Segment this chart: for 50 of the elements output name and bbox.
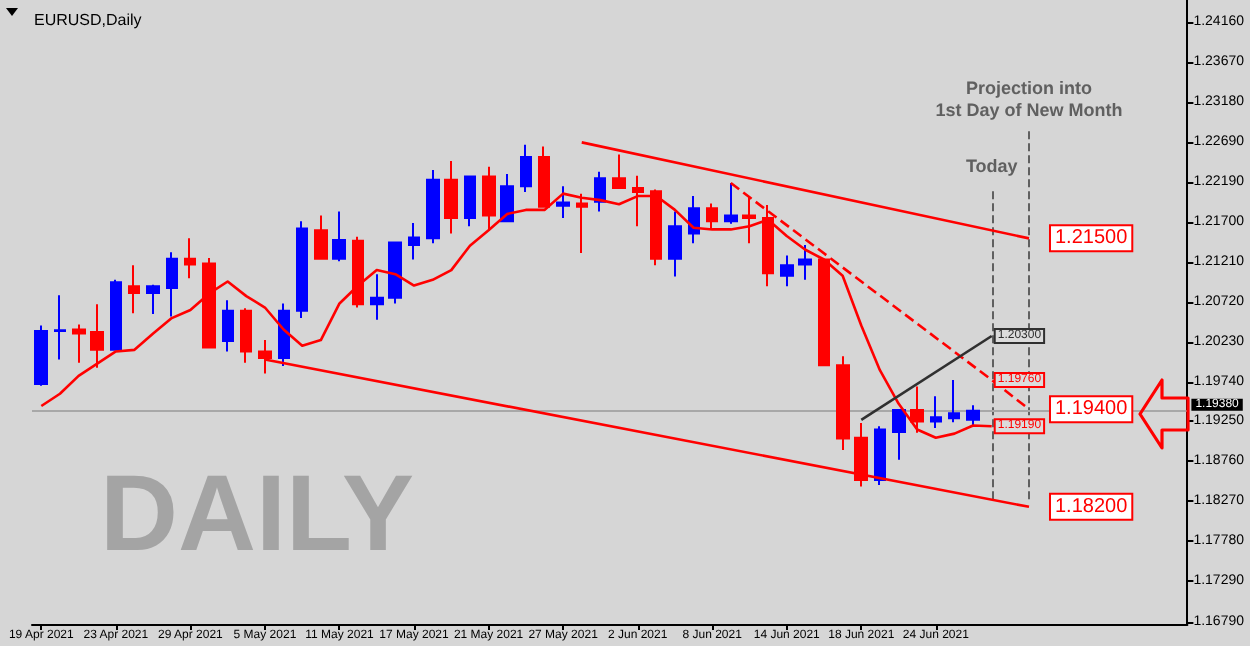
candlestick bbox=[706, 202, 718, 231]
candlestick bbox=[408, 221, 420, 261]
candlestick bbox=[314, 214, 328, 261]
candlestick bbox=[352, 235, 364, 309]
candlestick bbox=[54, 294, 66, 361]
candlestick bbox=[930, 395, 942, 429]
candlestick bbox=[854, 422, 868, 488]
candlestick bbox=[72, 323, 86, 364]
data-label: 1.21500 bbox=[1054, 227, 1129, 250]
candlestick bbox=[222, 299, 234, 353]
candlestick bbox=[332, 210, 346, 263]
candlestick bbox=[110, 278, 122, 352]
annotation: Today bbox=[965, 156, 1018, 177]
candlestick bbox=[762, 204, 774, 288]
candlestick bbox=[818, 256, 830, 368]
data-label: 1.18200 bbox=[1054, 495, 1129, 518]
candlestick bbox=[500, 173, 514, 224]
candlestick bbox=[668, 210, 682, 278]
candlestick bbox=[798, 243, 812, 281]
candlestick bbox=[948, 378, 960, 424]
candlestick bbox=[464, 174, 476, 228]
candlestick bbox=[874, 425, 886, 486]
candlestick bbox=[594, 170, 606, 213]
data-label: 1.19400 bbox=[1054, 398, 1129, 421]
candlestick bbox=[370, 273, 384, 321]
candlestick bbox=[444, 160, 458, 235]
candlestick bbox=[612, 153, 626, 190]
candlestick bbox=[966, 404, 980, 428]
candlestick bbox=[278, 302, 290, 368]
candlestick bbox=[128, 264, 140, 315]
candlestick bbox=[520, 143, 532, 193]
text: EURUSD,Daily bbox=[34, 11, 142, 29]
candlestick bbox=[910, 385, 924, 434]
candlestick bbox=[780, 254, 794, 288]
candlestick bbox=[202, 256, 216, 350]
candlestick bbox=[688, 195, 700, 245]
candlestick bbox=[166, 251, 178, 318]
annotation: Projection into 1st Day of New Month bbox=[935, 78, 1123, 121]
candlestick bbox=[296, 220, 308, 320]
candlestick bbox=[892, 408, 906, 461]
candlestick bbox=[388, 240, 402, 305]
candlestick bbox=[90, 303, 104, 369]
candlestick bbox=[184, 237, 196, 280]
candlestick bbox=[426, 169, 440, 245]
candlestick bbox=[836, 355, 850, 451]
candlestick bbox=[556, 185, 570, 220]
candlestick bbox=[240, 307, 252, 364]
candlestick bbox=[724, 182, 738, 225]
candlestick bbox=[34, 324, 48, 387]
candlestick bbox=[146, 283, 160, 316]
